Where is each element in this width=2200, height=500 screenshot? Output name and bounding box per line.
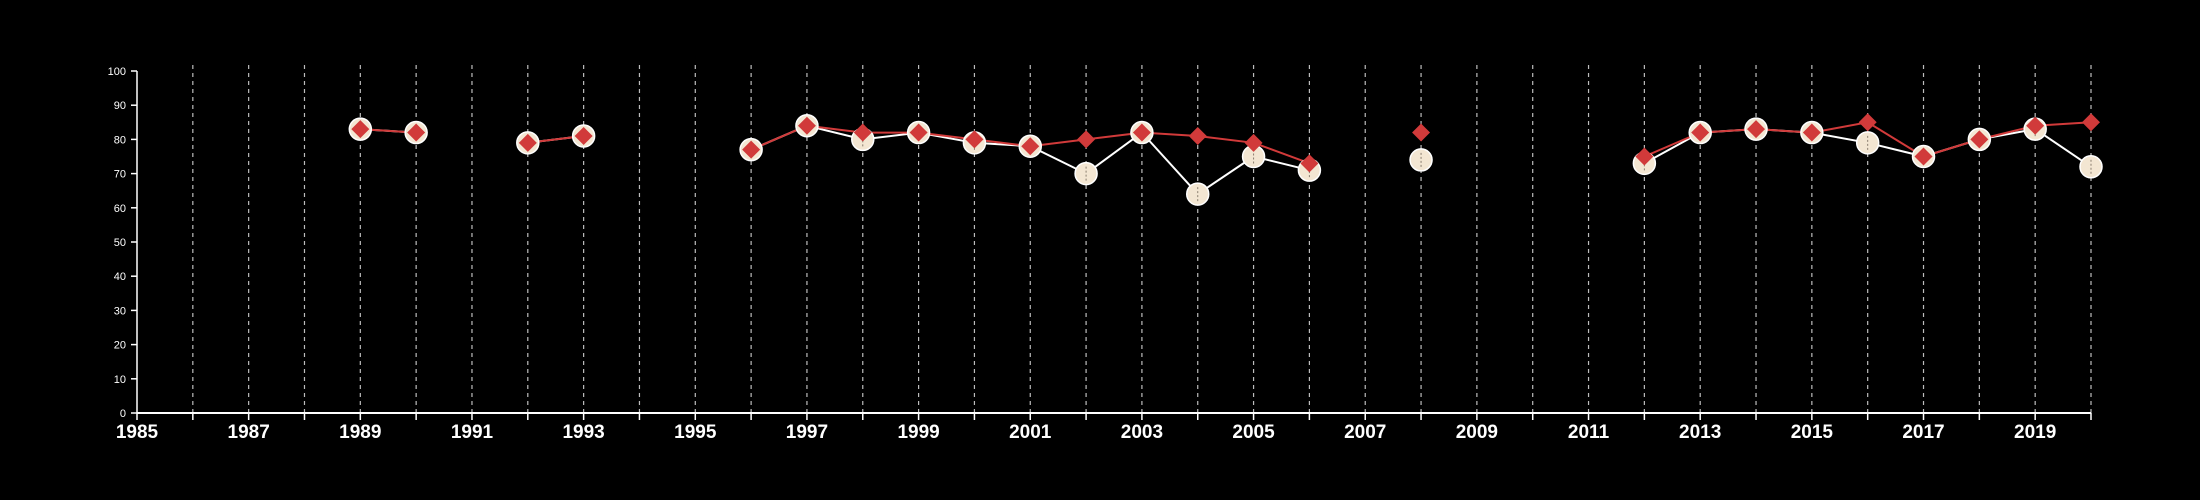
diamond-point-1998 (853, 123, 872, 142)
y-tick-label-60: 60 (114, 203, 126, 215)
series-group (348, 113, 2103, 206)
diamond-point-2018 (1970, 130, 1989, 149)
diamond-point-1989 (351, 120, 370, 139)
x-tick-label-1985: 1985 (116, 422, 159, 443)
x-tick-label-1999: 1999 (897, 422, 939, 443)
y-tick-label-30: 30 (114, 305, 126, 317)
diamond-point-2002 (1077, 130, 1096, 149)
y-tick-label-70: 70 (114, 169, 126, 181)
circle-point-2002 (1074, 161, 1098, 186)
circle-point-2016 (1855, 131, 1880, 155)
y-tick-label-0: 0 (120, 408, 126, 420)
x-tick-label-2007: 2007 (1344, 422, 1386, 443)
x-tick-label-1991: 1991 (451, 422, 494, 443)
circle-point-2020 (2079, 155, 2103, 179)
diamond-point-2000 (965, 130, 984, 149)
x-tick-label-1997: 1997 (786, 422, 828, 443)
circle-point-2004 (1185, 182, 1210, 206)
x-tick-label-2005: 2005 (1232, 422, 1275, 443)
diamond-point-2017 (1914, 147, 1933, 166)
y-tick-label-90: 90 (114, 100, 126, 112)
y-tick-label-20: 20 (114, 340, 126, 352)
x-tick-label-2001: 2001 (1009, 422, 1052, 443)
diamond-point-2006 (1300, 154, 1319, 173)
x-tick-label-2017: 2017 (1902, 422, 1944, 443)
circle-point-2008 (1409, 148, 1433, 172)
y-tick-label-40: 40 (114, 271, 126, 283)
diamond-point-1997 (797, 116, 816, 135)
diamond-point-2012 (1635, 147, 1654, 166)
y-tick-label-100: 100 (108, 66, 126, 78)
grid-lines (192, 65, 2092, 413)
y-tick-label-50: 50 (114, 237, 126, 249)
x-tick-label-2009: 2009 (1456, 422, 1498, 443)
x-tick-label-2015: 2015 (1791, 422, 1834, 443)
diamond-point-2003 (1132, 123, 1151, 142)
y-tick-label-10: 10 (114, 374, 126, 386)
x-tick-label-2011: 2011 (1568, 422, 1610, 443)
diamond-point-2016 (1858, 113, 1877, 132)
x-tick-label-2019: 2019 (2014, 422, 2056, 443)
diamond-point-2013 (1691, 123, 1710, 142)
diamond-point-2001 (1021, 137, 1040, 156)
x-tick-label-1995: 1995 (674, 422, 717, 443)
x-tick-label-1989: 1989 (339, 422, 381, 443)
diamond-point-2004 (1188, 126, 1207, 145)
series-2-diamond-line (360, 121, 2092, 165)
x-tick-label-2013: 2013 (1679, 422, 1721, 443)
diamond-markers (351, 113, 2100, 173)
diamond-point-2008 (1412, 123, 1431, 142)
diamond-point-2014 (1747, 120, 1766, 139)
diamond-point-1990 (407, 123, 426, 142)
diamond-point-2005 (1244, 133, 1263, 152)
diamond-point-1992 (518, 133, 537, 152)
y-tick-label-80: 80 (114, 134, 126, 146)
diamond-point-1999 (909, 123, 928, 142)
diamond-point-1996 (742, 140, 761, 159)
axes: 0 10 20 30 40 50 60 70 80 90 100 1985 1987 1989 1991 19… (108, 66, 2092, 443)
diamond-point-1993 (574, 126, 593, 145)
x-tick-label-1993: 1993 (562, 422, 604, 443)
series-1-circle-line (360, 124, 2092, 196)
x-tick-label-2003: 2003 (1121, 422, 1163, 443)
x-tick-label-1987: 1987 (228, 422, 270, 443)
diamond-point-2020 (2082, 113, 2100, 132)
diamond-point-2019 (2026, 116, 2045, 135)
diamond-point-2015 (1802, 123, 1821, 142)
